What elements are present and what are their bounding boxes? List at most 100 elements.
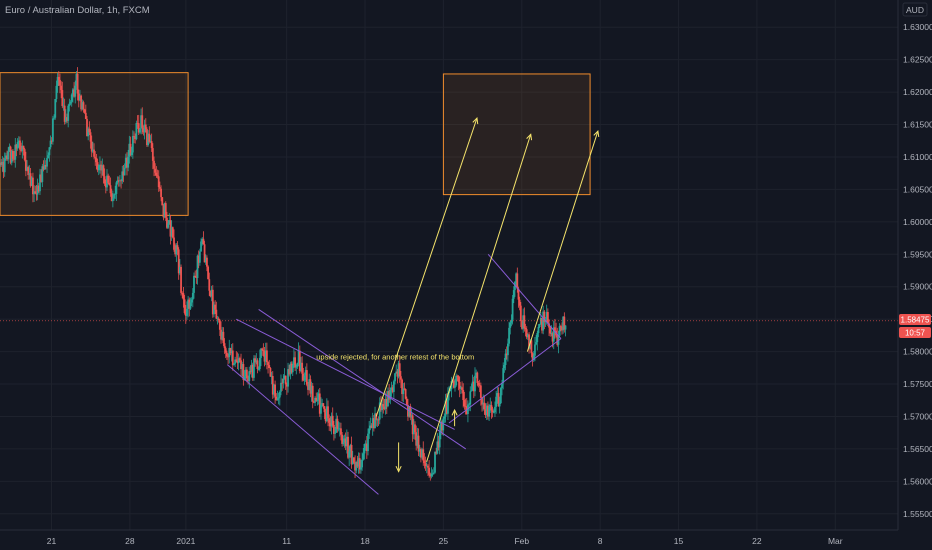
retest-arrow-up-head: [451, 408, 458, 416]
candle-body-down: [323, 406, 326, 413]
candle-body-down: [2, 161, 5, 173]
candle-body-down: [197, 255, 200, 263]
candle-body-up: [21, 145, 24, 151]
candle-body-down: [328, 418, 331, 423]
candle-body-down: [561, 326, 563, 331]
candle-body-up: [54, 98, 57, 118]
candle-body-down: [525, 329, 528, 338]
candle-body-down: [261, 348, 264, 351]
candle-body-down: [405, 398, 408, 405]
candle-body-up: [397, 363, 400, 377]
candle-body-down: [236, 360, 239, 364]
candle-body-down: [104, 183, 107, 188]
candle-body-down: [288, 369, 291, 375]
candle-body-down: [554, 327, 556, 331]
candle-body-down: [435, 451, 438, 454]
candle-body-up: [198, 251, 201, 263]
candle-body-down: [541, 317, 543, 331]
candle-body-down: [84, 112, 87, 119]
candle-body-down: [388, 391, 391, 400]
candle-body-up: [320, 404, 322, 414]
candle-body-down: [211, 289, 214, 315]
candle-body-up: [538, 323, 541, 327]
candle-body-up: [228, 347, 231, 358]
candle-body-down: [60, 85, 63, 91]
candle-body-up: [447, 393, 449, 414]
projection-arrow-3-head: [593, 129, 600, 138]
candle-body-down: [411, 415, 414, 435]
candle-body-up: [49, 140, 52, 148]
candle-body-down: [491, 410, 494, 413]
projection-arrow-2-head: [526, 133, 533, 141]
trendlines: [226, 253, 562, 495]
candle-body-down: [309, 379, 312, 394]
candle-body-down: [154, 168, 157, 173]
candle-body-down: [285, 384, 288, 387]
candle-body-up: [337, 428, 340, 430]
candle-body-up: [367, 433, 369, 452]
candle-body-up: [348, 451, 351, 458]
candle-body-down: [93, 149, 95, 157]
candle-body-down: [352, 457, 355, 463]
candle-body-up: [362, 453, 365, 460]
candle-body-down: [100, 164, 103, 171]
candle-body-up: [510, 319, 513, 323]
candle-body-down: [415, 432, 418, 446]
candle-body-down: [184, 312, 187, 316]
y-tick-label: 1.62500: [903, 55, 932, 65]
candle-body-up: [7, 151, 10, 160]
candle-body-down: [155, 172, 158, 176]
candle-body-down: [472, 381, 475, 392]
candle-body-up: [454, 385, 456, 388]
candle-body-down: [445, 400, 448, 414]
candle-body-down: [380, 402, 382, 411]
candle-body-up: [187, 299, 190, 309]
candle-body-up: [43, 165, 46, 170]
candle-body-up: [189, 302, 192, 309]
candle-body-up: [387, 391, 389, 407]
candle-body-up: [459, 387, 462, 389]
candle-body-up: [101, 165, 104, 171]
candle-body-up: [135, 123, 138, 140]
candle-body-up: [489, 405, 492, 407]
candle-body-up: [270, 375, 273, 377]
candle-body-up: [175, 245, 178, 255]
candle-body-up: [210, 289, 213, 297]
candle-body-down: [563, 316, 566, 330]
candle-body-down: [181, 292, 184, 294]
candle-body-down: [517, 288, 520, 300]
time-axis[interactable]: 21 28 2021 11 18 25 Feb 8 15 22 Mar: [47, 536, 843, 546]
symbol-title[interactable]: Euro / Australian Dollar, 1h, FXCM: [5, 5, 150, 16]
candle-body-up: [62, 105, 65, 107]
candle-body-up: [338, 428, 341, 430]
candle-body-down: [12, 150, 14, 159]
y-tick-label: 1.59000: [903, 282, 932, 292]
candle-body-down: [177, 249, 180, 274]
candle-body-down: [556, 335, 559, 345]
candle-body-up: [416, 435, 419, 446]
candle-body-down: [543, 311, 546, 323]
candle-body-down: [336, 418, 339, 429]
candle-body-down: [240, 360, 242, 369]
candle-body-down: [294, 357, 296, 368]
candle-body-down: [195, 277, 198, 279]
y-tick-label: 1.63000: [903, 22, 932, 32]
candles: [0, 67, 567, 481]
candle-body-up: [234, 359, 237, 364]
candle-body-down: [290, 363, 293, 373]
candle-body-up: [498, 403, 501, 407]
candle-body-down: [146, 129, 148, 146]
candle-body-up: [1, 161, 4, 165]
candle-body-down: [182, 293, 185, 300]
candle-body-up: [303, 375, 306, 381]
candle-body-down: [202, 238, 205, 245]
channel-upper-1: [258, 309, 467, 450]
candle-body-up: [376, 419, 379, 421]
currency-badge[interactable]: AUD: [902, 2, 928, 17]
candle-body-down: [311, 385, 314, 402]
projection-arrow-1-head: [472, 116, 479, 125]
candle-body-up: [550, 333, 553, 334]
candle-body-down: [275, 396, 278, 401]
